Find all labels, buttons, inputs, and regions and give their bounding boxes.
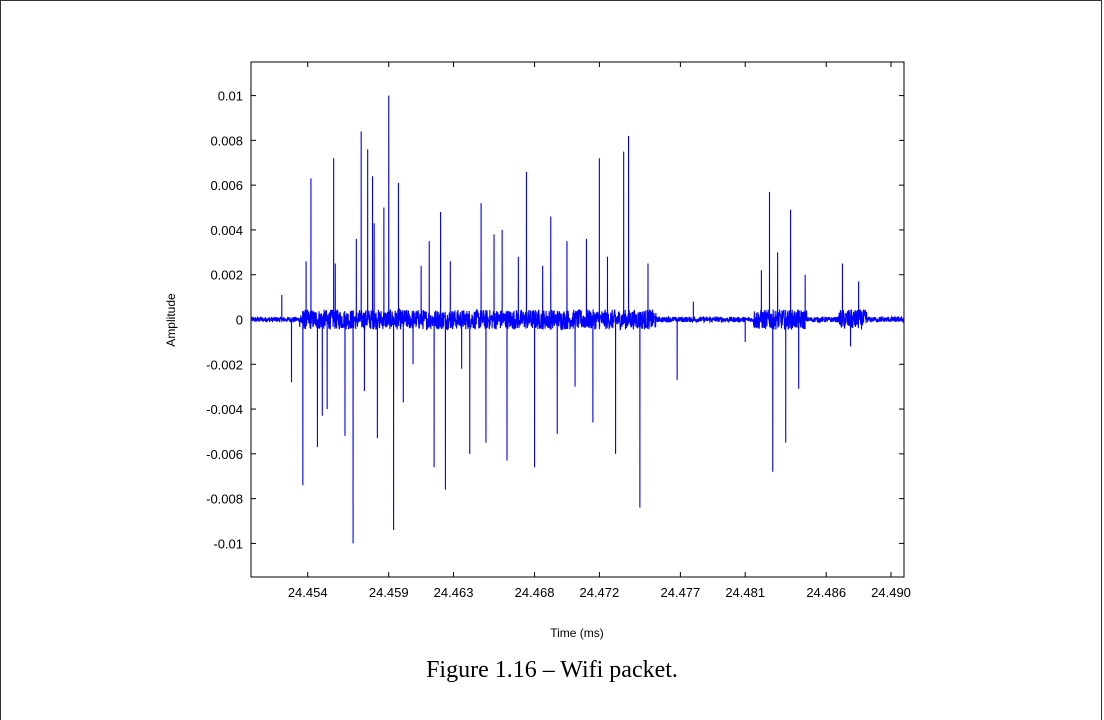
wifi-packet-chart: 0.01 0.008 0.006 0.004 0.002 0 -0.002 -0.004 -0.… — [164, 61, 911, 640]
x-tick-label: 24.463 — [434, 585, 474, 600]
y-tick-label: -0.008 — [206, 492, 243, 507]
x-tick-label: 24.486 — [806, 585, 846, 600]
x-tick-label: 24.454 — [288, 585, 328, 600]
y-tick-label: -0.01 — [213, 536, 243, 551]
y-axis: 0.01 0.008 0.006 0.004 0.002 0 -0.002 -0.004 -0.… — [206, 89, 904, 551]
y-tick-label: 0.002 — [210, 268, 243, 283]
signal-trace — [250, 95, 905, 544]
x-tick-label: 24.468 — [515, 585, 555, 600]
x-tick-label: 24.481 — [725, 585, 765, 600]
figure-caption: Figure 1.16 – Wifi packet. — [426, 657, 678, 683]
y-tick-label: -0.004 — [206, 402, 243, 417]
y-tick-label: 0.008 — [210, 133, 243, 148]
y-axis-label: Amplitude — [164, 293, 178, 347]
y-tick-label: 0.006 — [210, 178, 243, 193]
y-tick-label: -0.002 — [206, 357, 243, 372]
y-tick-label: 0.01 — [218, 89, 243, 104]
y-tick-label: 0 — [236, 313, 243, 328]
x-axis: 24.454 24.459 24.463 24.468 24.472 24.477 24.4… — [288, 62, 911, 600]
x-tick-label: 24.472 — [579, 585, 619, 600]
y-tick-label: -0.006 — [206, 447, 243, 462]
amplitude-series — [250, 95, 905, 544]
x-tick-label: 24.459 — [369, 585, 409, 600]
x-tick-label: 24.477 — [661, 585, 701, 600]
x-tick-label: 24.490 — [871, 585, 911, 600]
y-tick-label: 0.004 — [210, 223, 243, 238]
x-axis-label: Time (ms) — [550, 626, 604, 640]
